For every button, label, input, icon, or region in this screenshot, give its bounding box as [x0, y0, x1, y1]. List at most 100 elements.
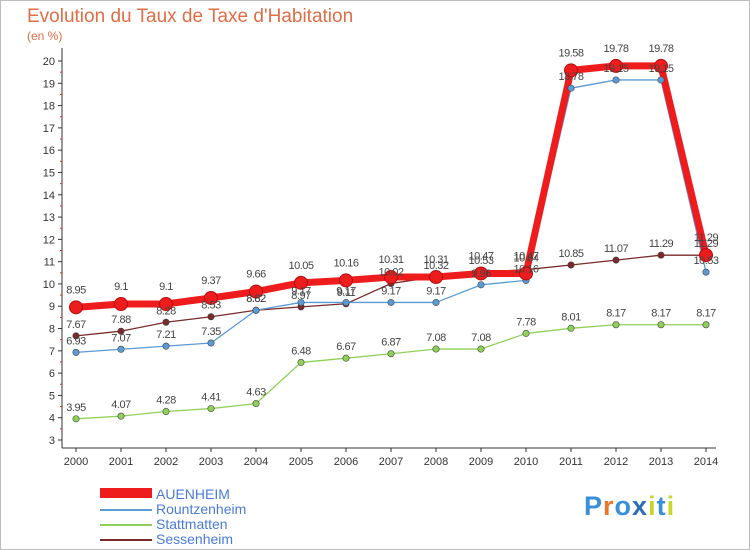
data-label-sessenheim: 10.02	[378, 266, 403, 278]
data-label-sessenheim: 11.29	[694, 238, 719, 250]
y-tick-label: 5	[49, 390, 55, 402]
data-label-sessenheim: 10.64	[513, 253, 538, 265]
data-label-auenheim: 9.66	[246, 269, 266, 281]
data-point-auenheim	[564, 63, 578, 78]
data-label-stattmatten: 7.08	[471, 332, 491, 344]
data-label-auenheim: 11.29	[694, 232, 719, 244]
data-point-auenheim	[384, 270, 398, 285]
data-label-stattmatten: 4.28	[156, 394, 176, 406]
y-tick-label: 12	[43, 234, 55, 246]
data-point-sessenheim	[657, 251, 665, 259]
proxiti-logo: Proxiti	[584, 491, 675, 522]
data-point-rountzenheim	[657, 76, 665, 84]
data-point-rountzenheim	[72, 348, 80, 356]
chart-title: Evolution du Taux de Taxe d'Habitation	[27, 6, 354, 27]
data-point-auenheim	[249, 284, 263, 299]
data-label-rountzenheim: 19.15	[648, 63, 673, 75]
data-point-stattmatten	[657, 321, 665, 329]
data-point-sessenheim	[72, 332, 80, 340]
data-label-auenheim: 10.05	[288, 260, 313, 272]
data-point-auenheim	[474, 266, 488, 281]
data-point-stattmatten	[252, 400, 260, 408]
data-label-auenheim: 19.78	[603, 43, 628, 55]
data-label-auenheim: 19.78	[648, 43, 673, 55]
data-label-rountzenheim: 9.17	[381, 285, 401, 297]
y-tick-label: 4	[49, 413, 55, 425]
data-label-rountzenheim: 6.93	[66, 335, 86, 347]
data-point-rountzenheim	[342, 298, 350, 306]
data-point-rountzenheim	[162, 342, 170, 350]
data-label-sessenheim: 10.32	[423, 260, 448, 272]
legend-swatch-rountzenheim	[100, 509, 152, 511]
data-point-stattmatten	[567, 324, 575, 332]
data-label-rountzenheim: 8.82	[246, 293, 266, 305]
logo-letter: x	[632, 491, 649, 521]
data-point-stattmatten	[387, 350, 395, 358]
data-label-sessenheim: 8.97	[291, 290, 311, 302]
data-point-auenheim	[339, 273, 353, 288]
data-label-sessenheim: 7.67	[66, 319, 86, 331]
data-point-auenheim	[609, 58, 623, 73]
data-label-sessenheim: 8.28	[156, 305, 176, 317]
x-tick-label: 2007	[379, 456, 403, 468]
data-label-stattmatten: 8.17	[606, 308, 626, 320]
data-label-auenheim: 9.1	[114, 281, 128, 293]
y-tick-label: 7	[49, 346, 55, 358]
data-point-rountzenheim	[612, 76, 620, 84]
x-tick-label: 2004	[244, 456, 268, 468]
data-label-sessenheim: 10.85	[558, 248, 583, 260]
x-tick-label: 2009	[469, 456, 493, 468]
data-point-stattmatten	[522, 329, 530, 337]
data-label-auenheim: 10.31	[378, 254, 403, 266]
data-label-auenheim: 10.16	[333, 257, 358, 269]
data-label-stattmatten: 8.17	[651, 308, 671, 320]
x-tick-label: 2005	[289, 456, 313, 468]
x-tick-label: 2012	[604, 456, 628, 468]
y-tick-label: 13	[43, 212, 55, 224]
x-tick-label: 2001	[109, 456, 133, 468]
logo-letter: t	[656, 491, 667, 521]
x-tick-label: 2006	[334, 456, 358, 468]
data-label-stattmatten: 3.95	[66, 402, 86, 414]
data-label-auenheim: 8.95	[66, 284, 86, 296]
data-point-rountzenheim	[297, 298, 305, 306]
y-tick-label: 18	[43, 101, 55, 113]
data-point-auenheim	[654, 58, 668, 73]
data-label-rountzenheim: 9.17	[426, 285, 446, 297]
data-point-sessenheim	[612, 256, 620, 264]
legend-label-rountzenheim: Rountzenheim	[156, 501, 247, 517]
x-tick-label: 2010	[514, 456, 538, 468]
data-label-stattmatten: 8.01	[561, 311, 581, 323]
y-tick-label: 8	[49, 324, 55, 336]
data-label-stattmatten: 4.41	[201, 392, 221, 404]
data-label-auenheim: 9.1	[159, 281, 173, 293]
logo-letter: r	[603, 491, 615, 521]
data-point-stattmatten	[477, 345, 485, 353]
data-label-stattmatten: 4.63	[246, 387, 266, 399]
data-point-rountzenheim	[702, 268, 710, 276]
logo-letter: o	[614, 491, 633, 521]
legend-label-stattmatten: Stattmatten	[156, 516, 228, 532]
data-point-auenheim	[69, 300, 83, 315]
data-label-stattmatten: 7.08	[426, 332, 446, 344]
data-point-stattmatten	[117, 412, 125, 420]
data-point-auenheim	[204, 290, 218, 305]
data-point-rountzenheim	[117, 345, 125, 353]
y-tick-label: 20	[43, 56, 55, 68]
data-point-rountzenheim	[387, 298, 395, 306]
legend-label-auenheim: AUENHEIM	[156, 486, 230, 502]
legend-swatch-sessenheim	[100, 539, 152, 541]
data-point-rountzenheim	[432, 298, 440, 306]
data-label-rountzenheim: 10.16	[513, 263, 538, 275]
data-label-rountzenheim: 7.35	[201, 326, 221, 338]
legend-swatch-auenheim	[100, 488, 152, 498]
y-tick-label: 14	[43, 190, 55, 202]
data-point-rountzenheim	[252, 306, 260, 314]
data-point-stattmatten	[612, 321, 620, 329]
data-label-auenheim: 9.37	[201, 275, 221, 287]
data-label-rountzenheim: 7.21	[156, 329, 176, 341]
logo-letter: i	[648, 491, 657, 521]
data-label-rountzenheim: 18.78	[558, 71, 583, 83]
data-label-rountzenheim: 9.17	[291, 285, 311, 297]
data-point-auenheim	[519, 266, 533, 281]
